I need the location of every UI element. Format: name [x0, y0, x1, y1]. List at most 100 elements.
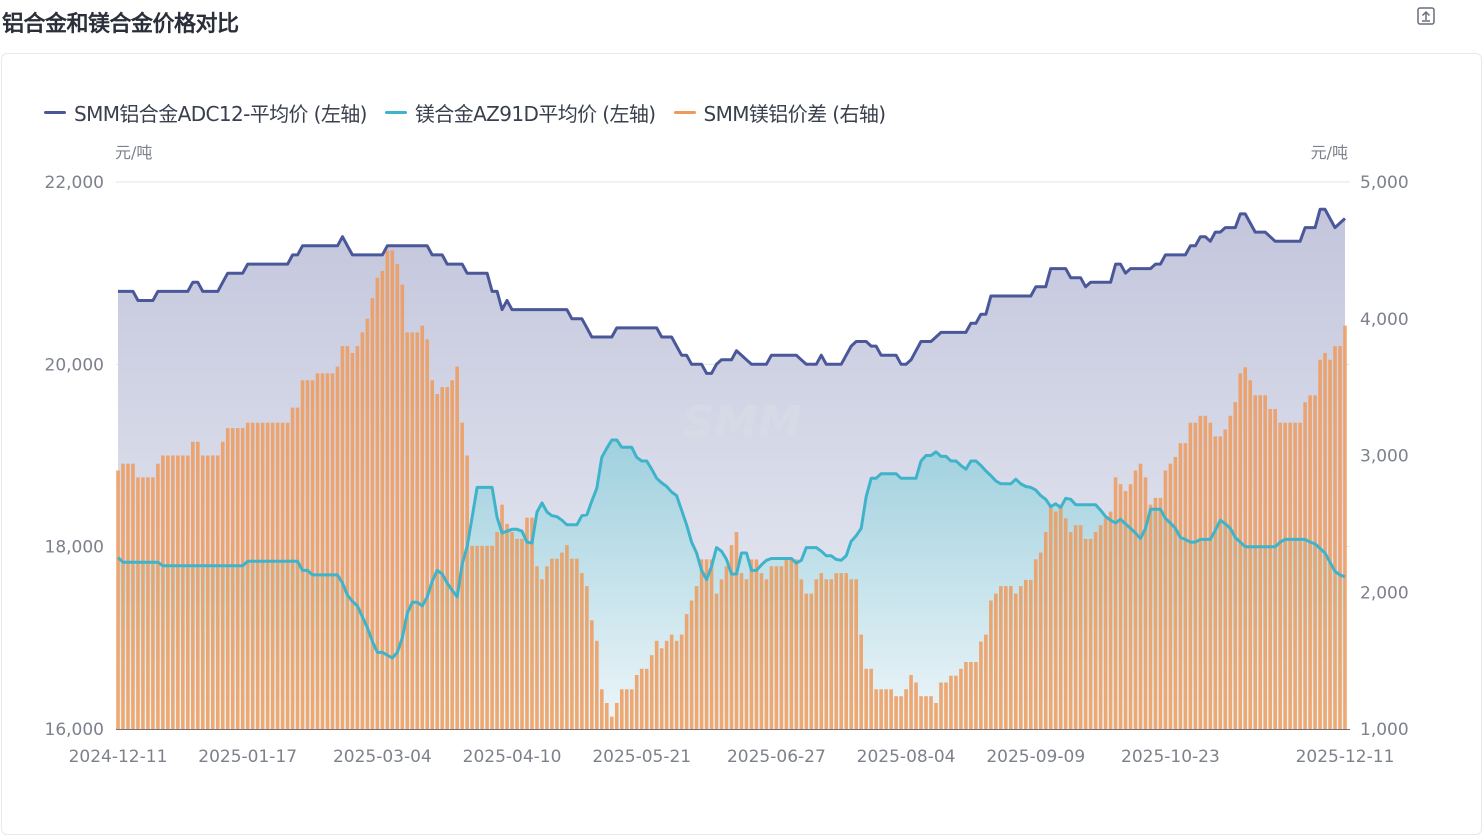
- x-tick-label: 2025-01-17: [198, 747, 297, 767]
- x-tick-label: 2025-09-09: [986, 747, 1085, 767]
- spread-bar: [1273, 409, 1277, 729]
- spread-bar: [894, 696, 898, 729]
- spread-bar: [639, 668, 644, 729]
- spread-bar: [994, 593, 998, 729]
- spread-bar: [230, 428, 235, 729]
- spread-bars: [116, 250, 1347, 730]
- spread-bar: [255, 422, 260, 729]
- spread-bar: [300, 380, 305, 729]
- spread-bar: [989, 600, 993, 729]
- spread-bar: [1123, 491, 1128, 729]
- spread-bar: [260, 422, 265, 729]
- spread-bar: [884, 689, 888, 729]
- spread-bar: [734, 532, 739, 729]
- x-tick-label: 2025-05-21: [592, 747, 691, 767]
- spread-bar: [430, 380, 435, 729]
- spread-bar: [565, 545, 569, 729]
- spread-bar: [919, 696, 923, 729]
- spread-bar: [305, 380, 310, 729]
- spread-bar: [844, 573, 849, 729]
- spread-bar: [754, 559, 759, 729]
- legend-swatch-adc12: [44, 111, 66, 114]
- spread-bar: [181, 455, 185, 729]
- spread-bar: [879, 689, 883, 729]
- spread-bar: [1058, 504, 1063, 729]
- spread-bar: [210, 455, 215, 729]
- spread-bar: [345, 346, 350, 729]
- spread-bar: [1193, 422, 1198, 729]
- spread-bar: [1263, 395, 1267, 729]
- spread-bar: [1118, 484, 1123, 729]
- spread-bar: [510, 532, 514, 729]
- spread-bar: [435, 394, 440, 729]
- spread-bar: [196, 441, 200, 729]
- export-button[interactable]: [1416, 6, 1436, 26]
- legend-item-spread[interactable]: SMM镁铝价差 (右轴): [673, 98, 886, 127]
- spread-bar: [1018, 586, 1023, 729]
- spread-bar: [904, 689, 908, 729]
- spread-bar: [1228, 415, 1233, 729]
- spread-bar: [709, 559, 714, 729]
- spread-bar: [819, 573, 824, 729]
- spread-bar: [415, 332, 420, 729]
- spread-bar: [480, 545, 484, 729]
- spread-bar: [769, 566, 774, 729]
- x-tick-label: 2024-12-11: [69, 747, 168, 767]
- legend-swatch-spread: [673, 111, 696, 114]
- spread-bar: [500, 504, 504, 729]
- spread-bar: [136, 477, 140, 729]
- spread-bar: [350, 352, 355, 729]
- spread-bar: [470, 545, 474, 729]
- spread-bar: [1098, 525, 1103, 729]
- spread-bar: [934, 703, 938, 729]
- spread-bar: [1038, 552, 1043, 729]
- spread-bar: [889, 689, 893, 729]
- spread-bar: [1223, 429, 1228, 729]
- spread-bar: [814, 579, 819, 729]
- spread-bar: [1218, 436, 1223, 729]
- spread-bar: [964, 662, 968, 729]
- spread-bar: [899, 696, 903, 729]
- spread-bar: [1203, 415, 1208, 729]
- legend-label: SMM铝合金ADC12-平均价 (左轴): [74, 102, 367, 126]
- spread-bar: [1083, 538, 1088, 729]
- spread-bar: [161, 455, 165, 729]
- spread-bar: [929, 696, 933, 729]
- legend-item-az91d[interactable]: 镁合金AZ91D平均价 (左轴): [384, 98, 656, 127]
- spread-bar: [1138, 463, 1143, 729]
- spread-bar: [530, 517, 534, 729]
- spread-bar: [1148, 504, 1153, 729]
- spread-bar: [794, 559, 799, 729]
- spread-bar: [540, 579, 544, 729]
- spread-bar: [1318, 359, 1322, 729]
- axis-ticks: 22,000 20,000 18,000 16,000 5,000 4,000 3,000 2…: [45, 173, 1409, 740]
- spread-bar: [1143, 477, 1148, 729]
- spread-bar: [644, 668, 649, 729]
- x-tick-label: 2025-12-11: [1296, 747, 1395, 767]
- spread-bar: [689, 600, 694, 729]
- spread-bar: [774, 566, 779, 729]
- spread-bar: [285, 422, 290, 729]
- spread-bar: [570, 558, 574, 729]
- export-icon: [1417, 7, 1435, 25]
- spread-bar: [365, 318, 370, 730]
- spread-bar: [1063, 518, 1068, 729]
- spread-bar: [505, 523, 509, 729]
- spread-bar: [141, 477, 145, 729]
- spread-bar: [959, 668, 963, 729]
- spread-bar: [1338, 346, 1342, 729]
- spread-bar: [829, 579, 834, 729]
- spread-bar: [475, 545, 479, 729]
- spread-bar: [609, 716, 614, 729]
- spread-bar: [575, 558, 579, 729]
- spread-bar: [1033, 559, 1038, 729]
- spread-bar: [600, 689, 604, 729]
- spread-bar: [784, 559, 789, 729]
- spread-bar: [1293, 422, 1297, 729]
- spread-bar: [270, 422, 275, 729]
- spread-bar: [674, 640, 679, 729]
- legend-item-adc12[interactable]: SMM铝合金ADC12-平均价 (左轴): [44, 98, 367, 127]
- y-right-tick-label: 5,000: [1360, 173, 1409, 193]
- spread-bar: [525, 517, 529, 729]
- spread-bar: [340, 346, 345, 729]
